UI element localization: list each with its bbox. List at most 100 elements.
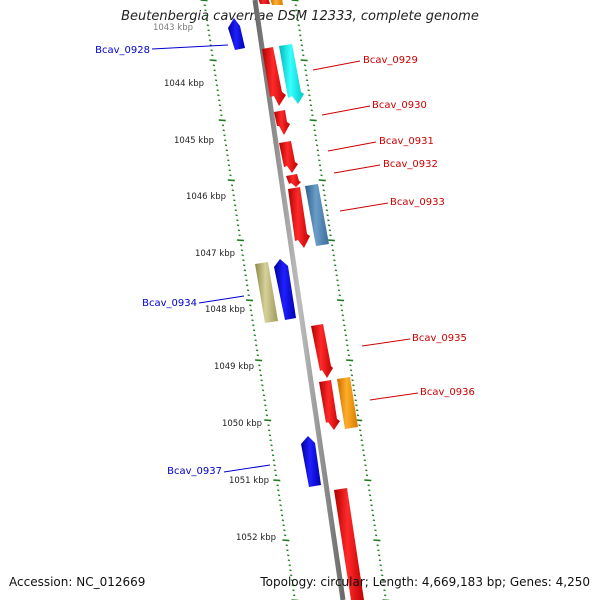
- gene-red-top[interactable]: [258, 0, 270, 4]
- genome-title: Beutenbergia cavernae DSM 12333, complet…: [121, 9, 479, 24]
- minor-tick: [303, 64, 307, 67]
- minor-tick: [220, 114, 223, 117]
- minor-tick: [245, 284, 249, 287]
- gene-label[interactable]: Bcav_0931: [379, 136, 434, 147]
- gene-Bcav_0936[interactable]: [337, 377, 358, 429]
- minor-tick: [304, 69, 307, 72]
- minor-tick: [242, 259, 245, 262]
- minor-tick: [274, 469, 277, 472]
- major-tick: [273, 479, 281, 482]
- gene-label[interactable]: Bcav_0928: [95, 45, 150, 56]
- minor-tick: [204, 9, 207, 12]
- minor-tick: [306, 84, 310, 87]
- minor-tick: [217, 94, 220, 97]
- gene-red-0936a[interactable]: [319, 380, 340, 430]
- minor-tick: [265, 414, 269, 417]
- minor-tick: [349, 364, 352, 367]
- kbp-label: 1050 kbp: [222, 419, 262, 429]
- gene-label[interactable]: Bcav_0932: [383, 159, 438, 170]
- major-tick: [327, 239, 335, 242]
- kbp-label: 1052 kbp: [236, 533, 276, 543]
- gene-red-0933a[interactable]: [288, 187, 310, 248]
- minor-tick: [349, 369, 353, 372]
- gene-label[interactable]: Bcav_0929: [363, 55, 418, 66]
- gene-Bcav_0933[interactable]: [305, 184, 329, 246]
- minor-tick: [362, 449, 365, 452]
- minor-tick: [250, 314, 254, 317]
- minor-tick: [207, 29, 210, 32]
- minor-tick: [252, 324, 255, 327]
- minor-tick: [213, 69, 216, 72]
- accession-text: Accession: NC_012669: [9, 575, 146, 589]
- minor-tick: [382, 584, 385, 587]
- minor-tick: [280, 509, 283, 512]
- minor-tick: [327, 224, 331, 227]
- minor-tick: [277, 494, 281, 497]
- gene-khaki-0934a[interactable]: [255, 262, 278, 323]
- major-tick: [255, 359, 263, 362]
- minor-tick: [254, 339, 257, 342]
- minor-tick: [208, 39, 212, 42]
- gene-label[interactable]: Bcav_0937: [167, 466, 222, 477]
- minor-tick: [230, 184, 234, 187]
- minor-tick: [340, 309, 344, 312]
- gene-Bcav_0935[interactable]: [311, 324, 333, 378]
- gene-red-0929a[interactable]: [262, 47, 286, 106]
- kbp-label: 1046 kbp: [186, 192, 226, 202]
- minor-tick: [229, 174, 232, 177]
- gene-Bcav_0934[interactable]: [274, 259, 296, 320]
- minor-tick: [321, 184, 325, 187]
- minor-tick: [223, 134, 226, 137]
- minor-tick: [296, 19, 300, 22]
- gene-label[interactable]: Bcav_0935: [412, 333, 467, 344]
- gene-Bcav_0928[interactable]: [228, 18, 245, 50]
- minor-tick: [333, 264, 337, 267]
- gene-Bcav_0937[interactable]: [301, 436, 321, 487]
- gene-red-bottom[interactable]: [334, 488, 364, 600]
- major-tick: [336, 299, 345, 302]
- gene-Bcav_0929[interactable]: [279, 44, 304, 104]
- minor-tick: [314, 139, 318, 142]
- minor-tick: [237, 229, 241, 232]
- minor-tick: [268, 434, 272, 437]
- minor-tick: [327, 219, 330, 222]
- gene-Bcav_0930[interactable]: [274, 110, 290, 135]
- minor-tick: [262, 394, 266, 397]
- minor-tick: [288, 564, 291, 567]
- minor-tick: [244, 274, 247, 277]
- minor-tick: [308, 99, 312, 102]
- minor-tick: [305, 79, 309, 82]
- kbp-label: 1044 kbp: [164, 79, 204, 89]
- minor-tick: [287, 559, 291, 562]
- minor-tick: [292, 594, 296, 597]
- gene-Bcav_0931[interactable]: [279, 141, 298, 173]
- minor-tick: [238, 234, 241, 237]
- minor-tick: [311, 114, 314, 117]
- gene-label[interactable]: Bcav_0934: [142, 298, 197, 309]
- minor-tick: [296, 14, 299, 17]
- minor-tick: [359, 434, 363, 437]
- minor-tick: [278, 499, 282, 502]
- gene-label-group: Bcav_0928 Bcav_0929 Bcav_0930 Bcav_0931 …: [95, 45, 475, 477]
- major-tick: [227, 179, 235, 182]
- gene-orange-top[interactable]: [270, 0, 283, 5]
- minor-tick: [267, 429, 271, 432]
- minor-tick: [245, 279, 248, 282]
- minor-tick: [215, 84, 219, 87]
- minor-tick: [328, 229, 332, 232]
- gene-label[interactable]: Bcav_0936: [420, 387, 475, 398]
- minor-tick: [261, 389, 265, 392]
- minor-tick: [360, 439, 363, 442]
- minor-tick: [377, 554, 381, 557]
- minor-tick: [378, 559, 382, 562]
- major-tick: [300, 59, 308, 62]
- minor-tick: [243, 269, 247, 272]
- gene-Bcav_0932[interactable]: [286, 174, 301, 187]
- minor-tick: [312, 124, 316, 127]
- minor-tick: [274, 474, 278, 477]
- gene-label[interactable]: Bcav_0930: [372, 100, 427, 111]
- gene-label[interactable]: Bcav_0933: [390, 197, 445, 208]
- minor-tick: [352, 389, 356, 392]
